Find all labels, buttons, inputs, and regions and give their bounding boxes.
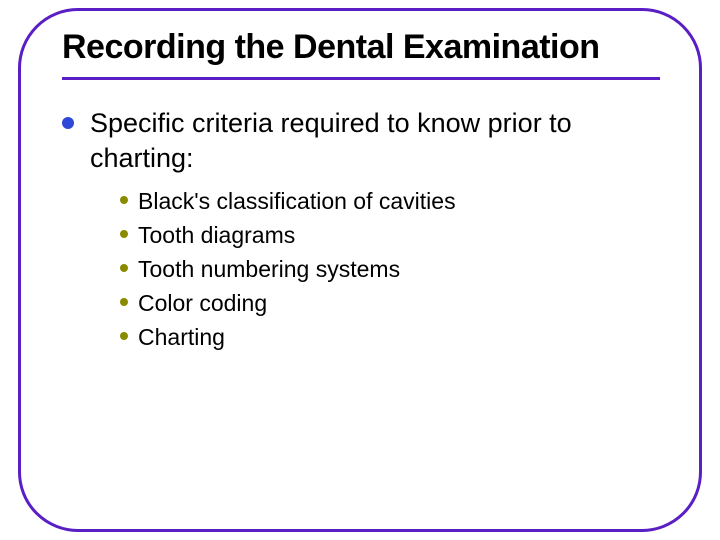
dot-bullet-icon: [120, 332, 128, 340]
lead-text: Specific criteria required to know prior…: [90, 106, 662, 175]
lead-item: Specific criteria required to know prior…: [62, 106, 662, 175]
list-item: Tooth numbering systems: [120, 255, 662, 285]
dot-bullet-icon: [120, 298, 128, 306]
list-item: Color coding: [120, 289, 662, 319]
sub-item-text: Tooth diagrams: [138, 221, 295, 251]
slide-content: Recording the Dental Examination Specifi…: [62, 28, 662, 357]
sub-item-text: Black's classification of cavities: [138, 187, 456, 217]
list-item: Tooth diagrams: [120, 221, 662, 251]
disc-bullet-icon: [62, 117, 74, 129]
list-item: Charting: [120, 323, 662, 353]
sub-item-text: Tooth numbering systems: [138, 255, 400, 285]
dot-bullet-icon: [120, 230, 128, 238]
slide-title: Recording the Dental Examination: [62, 28, 662, 67]
list-item: Black's classification of cavities: [120, 187, 662, 217]
dot-bullet-icon: [120, 264, 128, 272]
dot-bullet-icon: [120, 196, 128, 204]
sub-item-text: Charting: [138, 323, 225, 353]
sub-list: Black's classification of cavities Tooth…: [120, 187, 662, 352]
title-underline: [62, 77, 660, 80]
sub-item-text: Color coding: [138, 289, 267, 319]
